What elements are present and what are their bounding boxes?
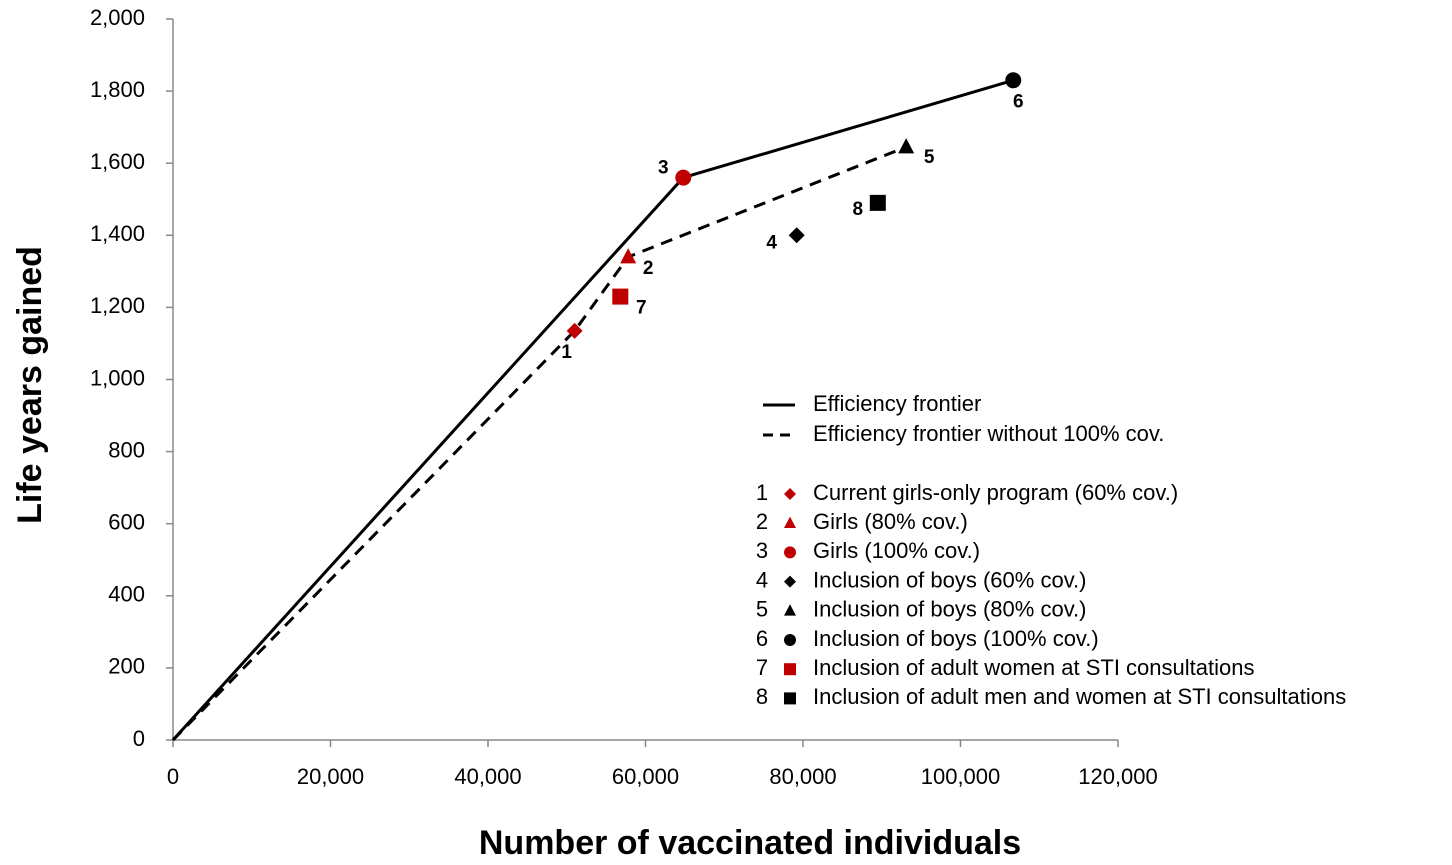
legend-label: Current girls-only program (60% cov.)	[813, 480, 1178, 505]
data-point	[869, 194, 886, 211]
legend-number: 3	[756, 538, 768, 563]
x-tick-label: 40,000	[454, 764, 521, 789]
point-label: 3	[658, 158, 669, 179]
legend-marker	[784, 604, 796, 616]
legend-number: 7	[756, 655, 768, 680]
x-tick-label: 120,000	[1078, 764, 1158, 789]
legend-label: Inclusion of adult women at STI consulta…	[813, 655, 1254, 680]
point-label: 5	[924, 147, 935, 168]
legend-label: Inclusion of boys (100% cov.)	[813, 626, 1099, 651]
x-tick-label: 80,000	[769, 764, 836, 789]
x-tick-label: 60,000	[612, 764, 679, 789]
y-tick-label: 1,600	[90, 149, 145, 174]
legend-label: Girls (100% cov.)	[813, 538, 980, 563]
legend-marker	[784, 575, 796, 588]
y-tick-label: 1,800	[90, 77, 145, 102]
legend-marker	[784, 516, 796, 528]
y-tick-label: 1,400	[90, 221, 145, 246]
point-label: 8	[853, 199, 864, 220]
legend-label: Efficiency frontier without 100% cov.	[813, 421, 1164, 446]
y-tick-label: 600	[108, 510, 145, 535]
frontier-line	[171, 145, 907, 742]
data-point	[612, 288, 629, 305]
data-point	[898, 138, 915, 154]
point-label: 7	[636, 298, 647, 319]
legend-number: 6	[756, 626, 768, 651]
data-point	[788, 227, 805, 244]
legend-marker	[784, 663, 796, 676]
y-tick-label: 1,000	[90, 365, 145, 390]
legend-marker	[784, 546, 796, 559]
legend-label: Inclusion of boys (60% cov.)	[813, 567, 1087, 592]
legend-marker	[784, 692, 796, 705]
point-label: 6	[1013, 91, 1024, 112]
x-axis-title: Number of vaccinated individuals	[479, 824, 1021, 862]
y-tick-label: 200	[108, 654, 145, 679]
point-label: 2	[643, 258, 654, 279]
legend-number: 1	[756, 480, 768, 505]
x-tick-label: 20,000	[297, 764, 364, 789]
legend-label: Inclusion of adult men and women at STI …	[813, 684, 1346, 709]
legend-number: 2	[756, 509, 768, 534]
legend-number: 5	[756, 597, 768, 622]
point-label: 4	[766, 232, 777, 253]
legend-marker	[784, 488, 796, 500]
y-tick-label: 800	[108, 437, 145, 462]
data-point	[566, 322, 583, 339]
legend-marker	[784, 634, 796, 646]
x-tick-label: 100,000	[921, 764, 1001, 789]
data-point	[620, 248, 637, 264]
legend-number: 4	[756, 567, 768, 592]
legend-label: Girls (80% cov.)	[813, 509, 968, 534]
y-tick-label: 400	[108, 582, 145, 607]
data-point	[1005, 72, 1022, 89]
data-point	[675, 169, 692, 186]
legend-number: 8	[756, 684, 768, 709]
y-tick-label: 0	[133, 726, 145, 751]
y-tick-label: 1,200	[90, 293, 145, 318]
point-label: 1	[561, 342, 572, 363]
y-tick-label: 2,000	[90, 5, 145, 30]
y-axis-title: Life years gained	[11, 246, 49, 524]
x-tick-label: 0	[167, 764, 179, 789]
legend-label: Inclusion of boys (80% cov.)	[813, 597, 1087, 622]
legend-label: Efficiency frontier	[813, 391, 981, 416]
